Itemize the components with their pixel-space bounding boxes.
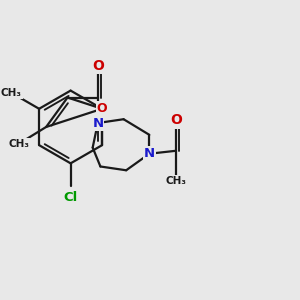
Text: N: N (92, 116, 104, 130)
Text: Cl: Cl (64, 191, 78, 204)
Text: CH₃: CH₃ (1, 88, 22, 98)
Text: N: N (144, 147, 155, 160)
Text: O: O (97, 102, 107, 115)
Text: CH₃: CH₃ (8, 139, 29, 149)
Text: O: O (170, 113, 182, 128)
Text: CH₃: CH₃ (165, 176, 186, 186)
Text: O: O (92, 59, 104, 73)
